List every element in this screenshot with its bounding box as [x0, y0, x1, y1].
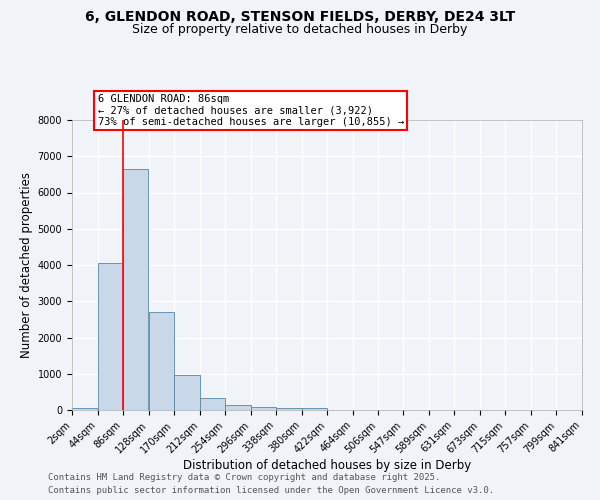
Bar	[149, 312, 174, 410]
Bar	[98, 263, 123, 410]
Text: 6 GLENDON ROAD: 86sqm
← 27% of detached houses are smaller (3,922)
73% of semi-d: 6 GLENDON ROAD: 86sqm ← 27% of detached …	[98, 94, 404, 127]
Bar	[174, 375, 199, 410]
X-axis label: Distribution of detached houses by size in Derby: Distribution of detached houses by size …	[183, 459, 471, 472]
Text: 6, GLENDON ROAD, STENSON FIELDS, DERBY, DE24 3LT: 6, GLENDON ROAD, STENSON FIELDS, DERBY, …	[85, 10, 515, 24]
Bar	[72, 408, 97, 410]
Text: Contains HM Land Registry data © Crown copyright and database right 2025.: Contains HM Land Registry data © Crown c…	[48, 474, 440, 482]
Bar	[277, 408, 302, 410]
Text: Size of property relative to detached houses in Derby: Size of property relative to detached ho…	[133, 22, 467, 36]
Bar	[251, 407, 276, 410]
Bar	[226, 406, 251, 410]
Y-axis label: Number of detached properties: Number of detached properties	[20, 172, 34, 358]
Bar	[200, 398, 225, 410]
Bar	[123, 169, 148, 410]
Bar	[302, 408, 327, 410]
Text: Contains public sector information licensed under the Open Government Licence v3: Contains public sector information licen…	[48, 486, 494, 495]
